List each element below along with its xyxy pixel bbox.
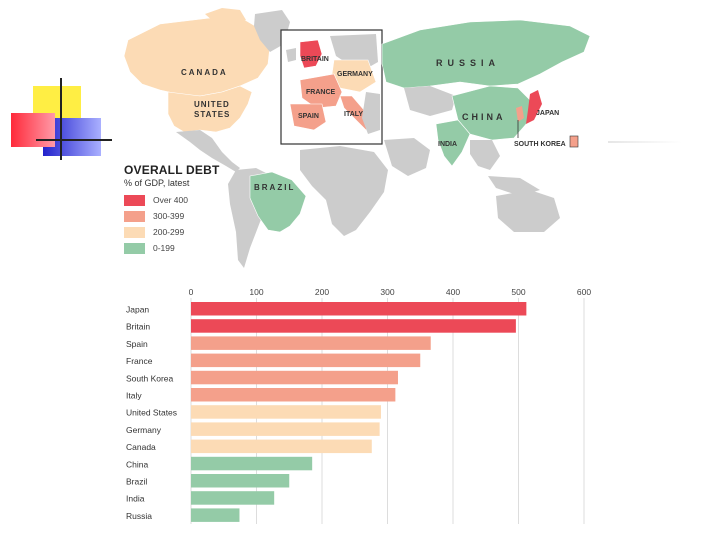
bar-germany — [191, 422, 380, 436]
inset-ireland-shape — [286, 48, 296, 62]
brazil-shape — [249, 171, 307, 233]
inset-britain-shape — [299, 39, 323, 69]
south-korea-shape — [516, 106, 524, 122]
label-spain: SPAIN — [298, 113, 319, 120]
bar-france — [191, 353, 421, 368]
bar-russia — [191, 508, 240, 522]
x-tick-label: 600 — [577, 287, 591, 297]
southeast-asia-shape — [470, 140, 500, 170]
legend-title: OVERALL DEBT — [124, 163, 220, 177]
category-label: India — [126, 494, 145, 504]
label-germany: GERMANY — [337, 71, 373, 78]
label-united: UNITED — [194, 100, 230, 109]
legend-swatch — [124, 227, 145, 238]
category-label: Brazil — [126, 477, 147, 487]
label-italy: ITALY — [344, 111, 363, 118]
label-south-korea: SOUTH KOREA — [514, 141, 566, 148]
south-korea-callout-swatch — [569, 135, 579, 148]
bar-south-korea — [191, 370, 398, 385]
label-states: STATES — [194, 110, 230, 119]
x-tick-label: 500 — [511, 287, 525, 297]
label-brazil: BRAZIL — [254, 183, 295, 192]
bar-brazil — [191, 474, 290, 488]
category-label: France — [126, 356, 153, 366]
russia-shape — [381, 19, 591, 89]
legend-label: Over 400 — [153, 195, 188, 205]
category-label: Italy — [126, 391, 142, 401]
inset-germany-shape — [331, 59, 377, 93]
bar-britain — [191, 319, 516, 333]
legend-swatch — [124, 195, 145, 206]
legend-swatch — [124, 211, 145, 222]
bar-china — [191, 456, 313, 471]
arctic-islands-shape — [205, 8, 246, 24]
usa-shape — [167, 85, 253, 133]
japan-shape — [526, 90, 542, 124]
central-asia-shape — [404, 86, 456, 116]
bar-united-states — [191, 405, 381, 419]
label-india: INDIA — [438, 141, 457, 148]
bar-spain — [191, 336, 431, 350]
legend-subtitle: % of GDP, latest — [124, 178, 190, 188]
label-britain: BRITAIN — [301, 56, 329, 63]
category-label: Russia — [126, 511, 152, 521]
africa-shape — [300, 146, 388, 236]
x-tick-label: 100 — [249, 287, 263, 297]
india-shape — [435, 119, 471, 167]
x-tick-label: 400 — [446, 287, 460, 297]
central-america-shape — [176, 130, 240, 172]
inset-east-europe-shape — [362, 92, 380, 134]
bar-italy — [191, 388, 396, 402]
category-label: Spain — [126, 339, 148, 349]
category-label: Canada — [126, 442, 156, 452]
bar-japan — [191, 302, 527, 316]
label-china: CHINA — [462, 112, 506, 122]
category-label: South Korea — [126, 373, 174, 383]
legend-swatch — [124, 243, 145, 254]
label-russia: RUSSIA — [436, 58, 500, 68]
label-france: FRANCE — [306, 89, 335, 96]
legend-label: 300-399 — [153, 211, 185, 221]
middle-east-shape — [384, 138, 430, 176]
x-tick-label: 300 — [380, 287, 394, 297]
category-label: United States — [126, 408, 177, 418]
x-tick-label: 0 — [189, 287, 194, 297]
label-japan: JAPAN — [536, 110, 559, 117]
category-label: Japan — [126, 305, 149, 315]
australia-shape — [496, 190, 560, 232]
x-tick-label: 200 — [315, 287, 329, 297]
inset-france-shape — [299, 73, 343, 109]
red-square — [11, 113, 55, 147]
legend-label: 200-299 — [153, 227, 185, 237]
bar-canada — [191, 439, 372, 454]
category-label: China — [126, 459, 148, 469]
separator-line — [608, 141, 682, 143]
category-label: Germany — [126, 425, 162, 435]
label-canada: CANADA — [181, 68, 228, 77]
category-label: Britain — [126, 322, 150, 332]
bar-india — [191, 491, 275, 505]
legend-label: 0-199 — [153, 243, 175, 253]
inset-spain-shape — [289, 103, 327, 131]
